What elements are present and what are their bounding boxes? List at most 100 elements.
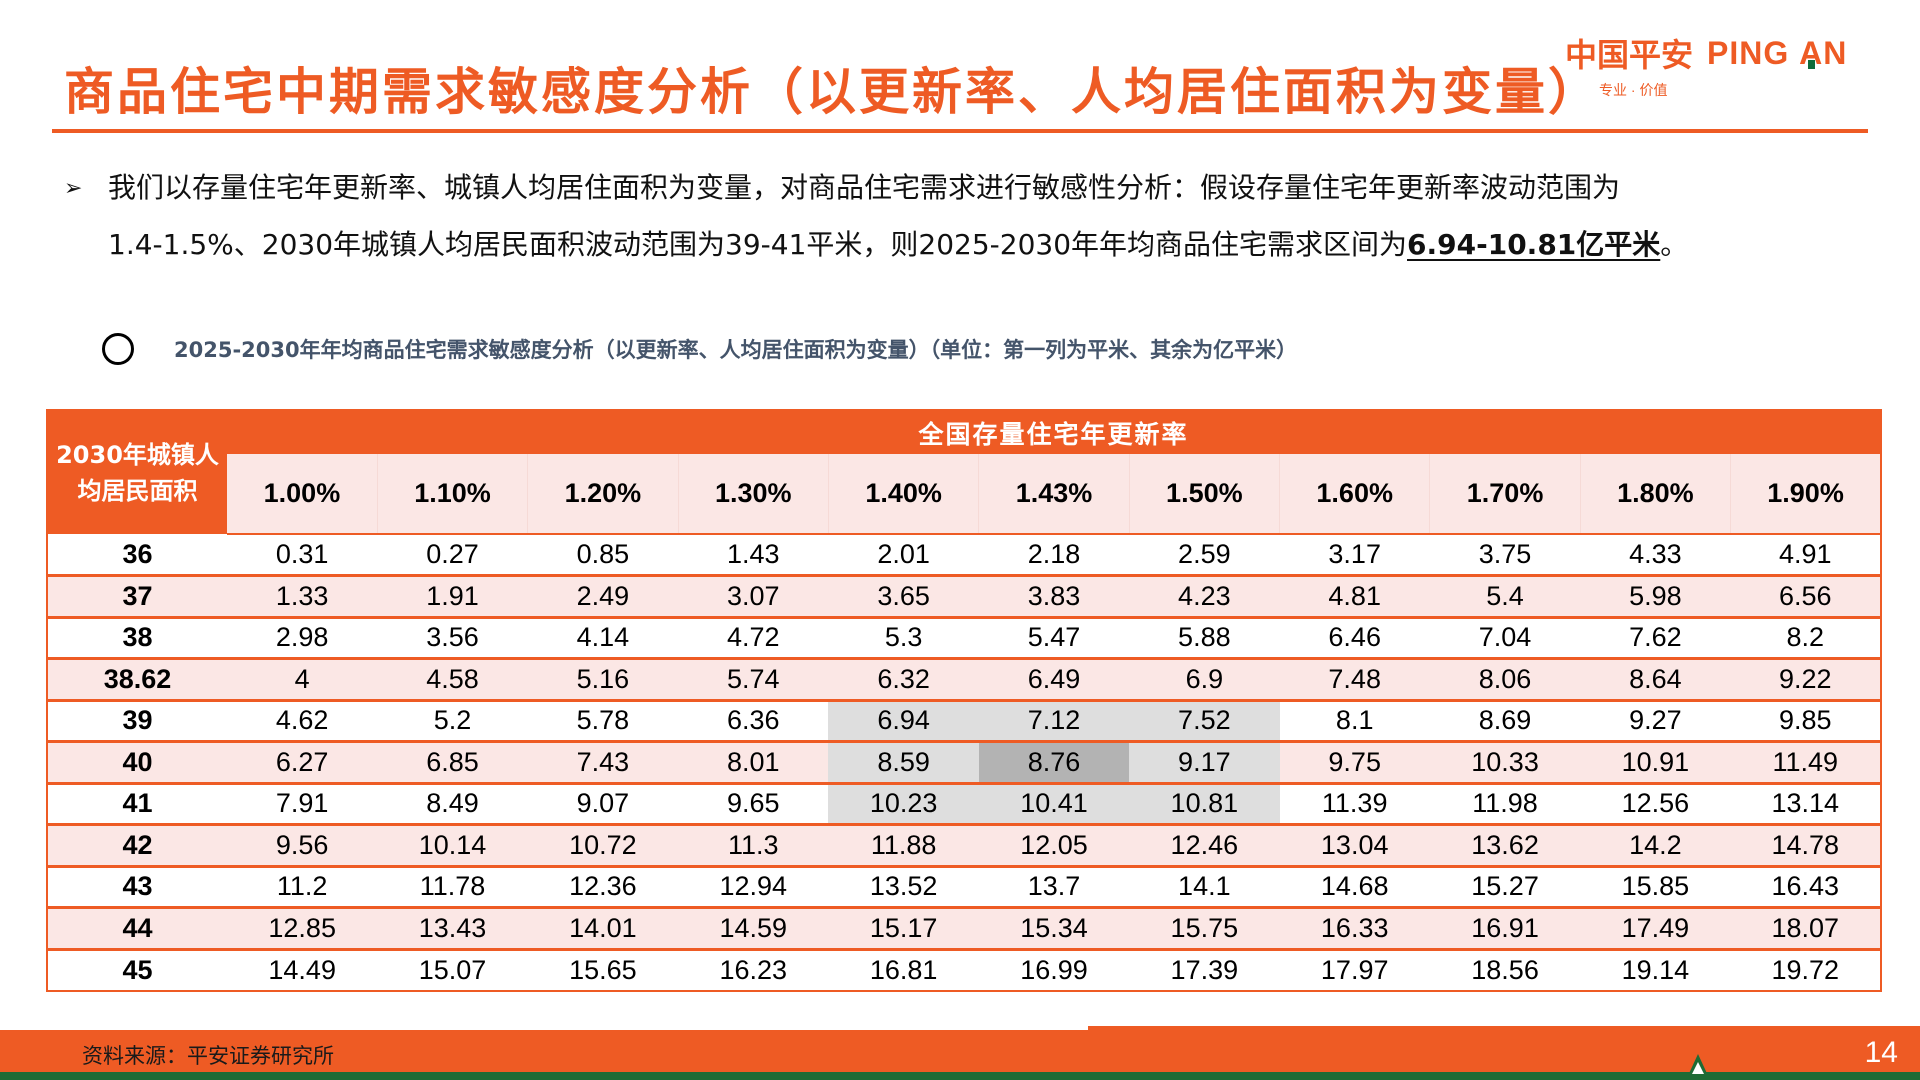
table-cell: 3.75 <box>1429 534 1581 577</box>
table-cell: 9.17 <box>1129 741 1280 785</box>
table-cell: 10.41 <box>978 783 1130 826</box>
table-cell: 15.17 <box>828 907 979 951</box>
table-cell: 4.72 <box>678 617 829 660</box>
table-cell: 1.33 <box>227 575 378 619</box>
table-cell: 8.2 <box>1730 617 1881 660</box>
table-cell: 14.01 <box>527 907 679 951</box>
table-cell: 4.14 <box>527 617 679 660</box>
table-cell: 7.12 <box>978 700 1130 743</box>
sensitivity-table: 2030年城镇人均居民面积 全国存量住宅年更新率 1.00% 1.10% 1.20%… <box>46 409 1882 992</box>
table-cell: 14.49 <box>227 949 378 991</box>
table-cell: 16.43 <box>1730 866 1881 909</box>
summary-line-1: ➢ 我们以存量住宅年更新率、城镇人均居住面积为变量，对商品住宅需求进行敏感性分析：… <box>64 160 1864 217</box>
table-row: 44 12.85 13.43 14.01 14.59 15.17 15.34 15.75 16.… <box>47 907 1881 951</box>
rate-header-cell: 1.30% <box>678 454 829 535</box>
table-cell: 7.52 <box>1129 700 1280 743</box>
area-row-header: 44 <box>47 907 227 951</box>
rate-header-cell: 1.43% <box>978 454 1130 535</box>
summary-line-2-end: 。 <box>1660 228 1689 261</box>
table-cell: 0.27 <box>377 534 528 577</box>
table-cell: 14.68 <box>1279 866 1430 909</box>
table-cell: 13.7 <box>978 866 1130 909</box>
table-cell: 13.04 <box>1279 824 1430 868</box>
table-cell: 11.78 <box>377 866 528 909</box>
table-cell: 6.56 <box>1730 575 1881 619</box>
rate-header-cell: 1.50% <box>1129 454 1281 535</box>
table-cell: 9.56 <box>227 824 378 868</box>
table-cell: 6.85 <box>377 741 528 785</box>
table-cell: 8.59 <box>828 741 979 785</box>
table-cell: 4.81 <box>1279 575 1430 619</box>
table-cell: 11.88 <box>828 824 979 868</box>
table-cell: 14.1 <box>1129 866 1280 909</box>
rate-header-cell: 1.90% <box>1730 454 1882 535</box>
table-cell: 5.74 <box>678 658 829 702</box>
table-cell: 3.65 <box>828 575 979 619</box>
table-cell: 15.85 <box>1580 866 1731 909</box>
page-title: 商品住宅中期需求敏感度分析（以更新率、人均居住面积为变量） <box>64 62 1601 121</box>
table-cell: 5.4 <box>1429 575 1581 619</box>
table-cell: 11.2 <box>227 866 378 909</box>
footer-accent <box>1088 1026 1920 1030</box>
table-cell: 4 <box>227 658 378 702</box>
table-cell: 19.14 <box>1580 949 1731 991</box>
area-row-header: 43 <box>47 866 227 909</box>
table-cell: 10.23 <box>828 783 979 826</box>
area-row-header: 39 <box>47 700 227 743</box>
table-cell: 4.33 <box>1580 534 1731 577</box>
table-cell: 1.91 <box>377 575 528 619</box>
table-cell: 12.56 <box>1580 783 1731 826</box>
rate-header-cell: 1.40% <box>828 454 980 535</box>
table-cell: 10.14 <box>377 824 528 868</box>
table-cell: 2.01 <box>828 534 979 577</box>
table-cell: 9.22 <box>1730 658 1881 702</box>
table-cell: 5.78 <box>527 700 679 743</box>
table-cell: 2.49 <box>527 575 679 619</box>
table-row: 37 1.33 1.91 2.49 3.07 3.65 3.83 4.23 4.81 5.4 5.9… <box>47 575 1881 619</box>
table-cell: 5.98 <box>1580 575 1731 619</box>
table-cell: 12.05 <box>978 824 1130 868</box>
summary-line-2: 1.4-1.5%、2030年城镇人均居民面积波动范围为39-41平米，则2025… <box>64 217 1864 273</box>
pingan-logo: 中国平安 PING AN 专业 · 价值 <box>1565 30 1847 100</box>
table-cell: 5.3 <box>828 617 979 660</box>
table-cell: 3.07 <box>678 575 829 619</box>
table-cell: 9.75 <box>1279 741 1430 785</box>
footer-bar <box>0 1030 1920 1072</box>
table-cell: 15.75 <box>1129 907 1280 951</box>
table-cell: 0.31 <box>227 534 378 577</box>
table-cell: 6.49 <box>978 658 1130 702</box>
table-cell: 18.07 <box>1730 907 1881 951</box>
table-body: 36 0.31 0.27 0.85 1.43 2.01 2.18 2.59 3.17 3.75 4.… <box>47 534 1881 991</box>
table-caption-text: 2025-2030年年均商品住宅需求敏感度分析（以更新率、人均居住面积为变量）（… <box>174 338 1298 362</box>
rate-header-cell: 1.70% <box>1429 454 1581 535</box>
table-cell: 3.83 <box>978 575 1130 619</box>
table-cell: 11.49 <box>1730 741 1881 785</box>
table-cell: 6.36 <box>678 700 829 743</box>
table-row: 40 6.27 6.85 7.43 8.01 8.59 8.76 9.17 9.75 10.33 1… <box>47 741 1881 785</box>
table-cell: 11.3 <box>678 824 829 868</box>
table-cell: 16.91 <box>1429 907 1581 951</box>
table-cell: 2.59 <box>1129 534 1280 577</box>
table-cell: 16.81 <box>828 949 979 991</box>
table-row: 43 11.2 11.78 12.36 12.94 13.52 13.7 14.1 14.68 1… <box>47 866 1881 909</box>
table-cell: 12.36 <box>527 866 679 909</box>
table-cell: 12.46 <box>1129 824 1280 868</box>
title-divider <box>52 129 1868 133</box>
table-row: 39 4.62 5.2 5.78 6.36 6.94 7.12 7.52 8.1 8.69 9.27… <box>47 700 1881 743</box>
table-cell: 8.76 <box>978 741 1130 785</box>
table-cell: 8.49 <box>377 783 528 826</box>
table-cell: 9.65 <box>678 783 829 826</box>
table-cell: 3.56 <box>377 617 528 660</box>
table-cell: 7.43 <box>527 741 679 785</box>
area-row-header: 41 <box>47 783 227 826</box>
summary-bullet: ➢ 我们以存量住宅年更新率、城镇人均居住面积为变量，对商品住宅需求进行敏感性分析：… <box>64 160 1864 273</box>
table-cell: 15.07 <box>377 949 528 991</box>
area-row-header: 38 <box>47 617 227 660</box>
table-cell: 8.1 <box>1279 700 1430 743</box>
table-row: 36 0.31 0.27 0.85 1.43 2.01 2.18 2.59 3.17 3.75 4.… <box>47 534 1881 577</box>
logo-tagline: 专业 · 价值 <box>1599 82 1668 98</box>
table-cell: 7.62 <box>1580 617 1731 660</box>
table-cell: 6.94 <box>828 700 979 743</box>
area-row-header: 38.62 <box>47 658 227 702</box>
table-cell: 0.85 <box>527 534 679 577</box>
